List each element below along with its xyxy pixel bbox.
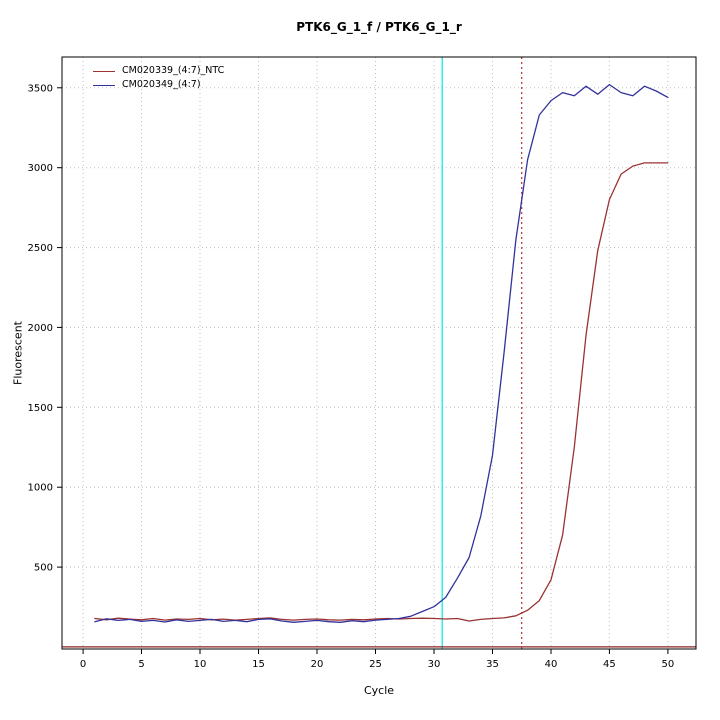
- svg-text:500: 500: [34, 563, 53, 574]
- legend-label: CM020349_(4:7): [122, 79, 201, 90]
- legend-line-swatch-red: [93, 70, 115, 72]
- svg-text:20: 20: [311, 659, 324, 670]
- svg-text:40: 40: [545, 659, 558, 670]
- svg-text:45: 45: [603, 659, 616, 670]
- svg-text:3000: 3000: [28, 163, 53, 174]
- svg-text:3500: 3500: [28, 83, 53, 94]
- svg-text:10: 10: [194, 659, 207, 670]
- svg-text:30: 30: [428, 659, 441, 670]
- svg-text:25: 25: [369, 659, 382, 670]
- legend-label: CM020339_(4:7)_NTC: [122, 65, 225, 76]
- y-axis-label: Fluorescent: [11, 321, 25, 385]
- svg-text:1000: 1000: [28, 483, 53, 494]
- svg-text:1500: 1500: [28, 403, 53, 414]
- svg-text:15: 15: [252, 659, 265, 670]
- chart-title: PTK6_G_1_f / PTK6_G_1_r: [296, 20, 462, 34]
- legend-item-ntc: CM020339_(4:7)_NTC: [93, 66, 224, 76]
- svg-text:0: 0: [80, 659, 86, 670]
- svg-text:35: 35: [486, 659, 499, 670]
- svg-text:5: 5: [138, 659, 144, 670]
- svg-text:50: 50: [662, 659, 675, 670]
- legend-line-swatch-blue: [93, 84, 115, 86]
- svg-text:2000: 2000: [28, 323, 53, 334]
- svg-text:2500: 2500: [28, 243, 53, 254]
- legend: CM020339_(4:7)_NTC CM020349_(4:7): [93, 66, 224, 90]
- x-axis-label: Cycle: [363, 684, 395, 697]
- legend-item-sample: CM020349_(4:7): [93, 80, 224, 90]
